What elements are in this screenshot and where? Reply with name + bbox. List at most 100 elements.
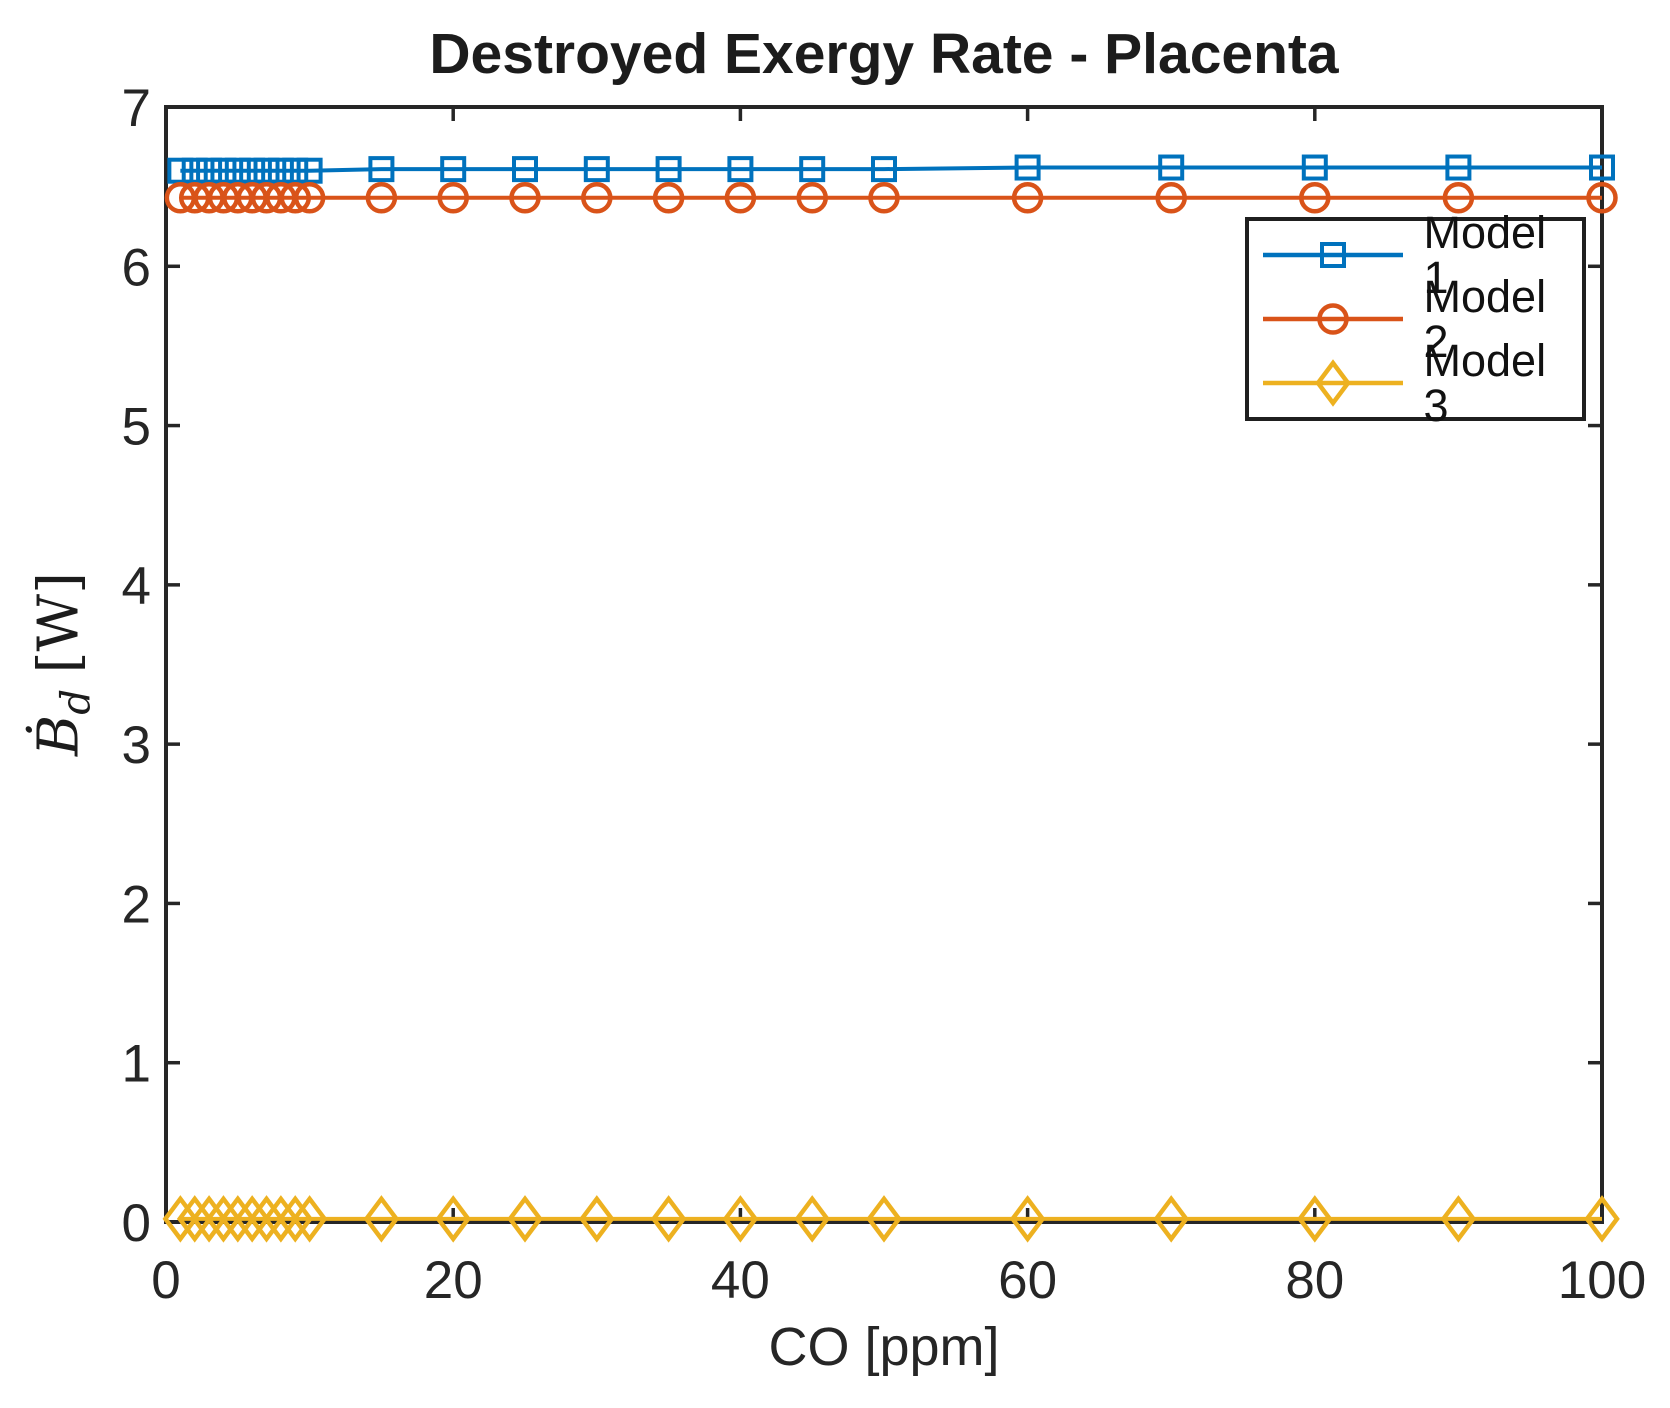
legend-marker xyxy=(1263,359,1403,407)
circle-marker-icon xyxy=(581,182,613,214)
y-tick-label: 6 xyxy=(122,238,151,297)
square-marker-icon xyxy=(224,157,251,184)
square-marker-icon xyxy=(1320,242,1346,268)
axes-box xyxy=(164,105,1604,1224)
circle-marker-icon xyxy=(437,182,469,214)
circle-marker-icon xyxy=(796,182,828,214)
diamond-marker-icon xyxy=(1009,1195,1046,1243)
square-marker-icon xyxy=(267,157,294,184)
diamond-marker-icon xyxy=(1584,1195,1620,1243)
diamond-marker-icon xyxy=(866,1195,902,1243)
diamond-marker-icon xyxy=(191,1195,227,1243)
square-marker-icon xyxy=(368,156,395,183)
square-marker-icon xyxy=(181,157,208,184)
y-axis-unit: [W] xyxy=(26,572,92,674)
circle-marker-icon xyxy=(1317,303,1349,335)
square-marker-icon xyxy=(440,156,467,183)
circle-marker-icon xyxy=(293,182,326,214)
square-marker-icon xyxy=(253,157,280,184)
square-marker-icon xyxy=(512,156,538,183)
y-tick-label: 4 xyxy=(122,557,151,616)
circle-marker-icon xyxy=(1011,182,1044,214)
legend-marker xyxy=(1263,242,1403,268)
square-marker-icon xyxy=(210,157,237,184)
diamond-marker-icon xyxy=(722,1195,759,1243)
square-marker-icon xyxy=(1158,154,1185,181)
x-tick-label: 40 xyxy=(711,1251,770,1310)
x-tick-label: 20 xyxy=(424,1251,483,1310)
square-marker-icon xyxy=(296,157,323,184)
circle-marker-icon xyxy=(1299,182,1331,214)
circle-marker-icon xyxy=(1442,182,1475,214)
y-axis-symbol: Ḃ xyxy=(26,714,92,756)
diamond-marker-icon xyxy=(794,1195,831,1243)
legend-item: Model 2 xyxy=(1261,274,1582,364)
square-marker-icon xyxy=(871,156,897,183)
square-marker-icon xyxy=(1589,154,1615,181)
circle-marker-icon xyxy=(365,182,398,214)
y-tick-label: 5 xyxy=(122,398,151,457)
square-marker-icon xyxy=(1301,154,1328,181)
square-marker-icon xyxy=(655,156,682,183)
y-tick-label: 0 xyxy=(122,1194,151,1253)
x-tick-label: 60 xyxy=(998,1251,1057,1310)
diamond-marker-icon xyxy=(507,1195,543,1243)
circle-marker-icon xyxy=(1586,182,1618,214)
diamond-marker-icon xyxy=(263,1195,299,1243)
circle-marker-icon xyxy=(724,182,757,214)
diamond-marker-icon xyxy=(205,1195,242,1243)
series-model-1 xyxy=(167,154,1615,184)
diamond-marker-icon xyxy=(578,1195,615,1243)
diamond-marker-icon xyxy=(176,1195,213,1243)
circle-marker-icon xyxy=(279,182,311,214)
circle-marker-icon xyxy=(868,182,900,214)
x-tick-label: 0 xyxy=(151,1251,180,1310)
diamond-marker-icon xyxy=(248,1195,285,1243)
legend-marker xyxy=(1263,303,1403,335)
diamond-marker-icon xyxy=(363,1195,400,1243)
series-model-2 xyxy=(164,182,1618,214)
square-marker-icon xyxy=(1445,154,1472,181)
circle-marker-icon xyxy=(1155,182,1187,214)
y-tick-label: 1 xyxy=(122,1035,151,1094)
x-tick-label: 100 xyxy=(1558,1251,1646,1310)
y-tick-label: 7 xyxy=(122,79,151,138)
circle-marker-icon xyxy=(509,182,541,214)
legend-item: Model 3 xyxy=(1261,338,1582,428)
legend-item-label: Model 2 xyxy=(1423,271,1547,367)
diamond-marker-icon xyxy=(219,1195,256,1243)
diamond-marker-icon xyxy=(277,1195,314,1243)
square-marker-icon xyxy=(282,157,309,184)
legend: Model 1 Model 2 Model 3 xyxy=(1245,210,1586,428)
x-tick-label: 80 xyxy=(1285,1251,1344,1310)
diamond-marker-icon xyxy=(162,1195,199,1243)
square-marker-icon xyxy=(239,157,266,184)
diamond-marker-icon xyxy=(234,1195,270,1243)
chart-title: Destroyed Exergy Rate - Placenta xyxy=(429,22,1339,86)
diamond-marker-icon xyxy=(1315,359,1351,407)
circle-marker-icon xyxy=(652,182,685,214)
square-marker-icon xyxy=(583,156,610,183)
diamond-marker-icon xyxy=(1153,1195,1190,1243)
legend-item-label: Model 1 xyxy=(1423,207,1547,303)
square-marker-icon xyxy=(196,157,223,184)
legend-item-label: Model 3 xyxy=(1423,335,1547,431)
y-tick-label: 2 xyxy=(122,875,151,934)
square-marker-icon xyxy=(799,156,826,183)
diamond-marker-icon xyxy=(1296,1195,1333,1243)
y-axis-subscript: d xyxy=(52,688,100,715)
diamond-marker-icon xyxy=(291,1195,328,1243)
y-tick-label: 3 xyxy=(122,716,151,775)
diamond-marker-icon xyxy=(1440,1195,1477,1243)
diamond-marker-icon xyxy=(435,1195,472,1243)
series-model-3 xyxy=(162,1195,1620,1243)
legend-item: Model 1 xyxy=(1261,210,1582,300)
square-marker-icon xyxy=(1014,154,1041,181)
x-axis-label: CO [ppm] xyxy=(768,1317,1000,1377)
y-axis-label: Ḃd [W] xyxy=(26,572,100,756)
square-marker-icon xyxy=(167,157,194,184)
square-marker-icon xyxy=(727,156,754,183)
diamond-marker-icon xyxy=(650,1195,687,1243)
